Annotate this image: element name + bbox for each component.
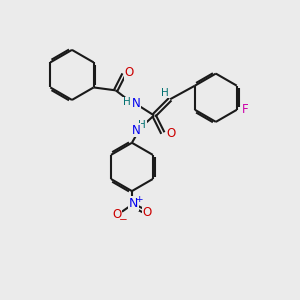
Text: N: N [132, 124, 141, 136]
Text: N: N [129, 197, 138, 210]
Text: O: O [142, 206, 152, 219]
Text: −: − [119, 215, 128, 225]
Text: F: F [242, 103, 248, 116]
Text: O: O [124, 66, 134, 79]
Text: H: H [123, 97, 130, 107]
Text: +: + [135, 195, 142, 204]
Text: O: O [112, 208, 121, 221]
Text: H: H [138, 120, 146, 130]
Text: O: O [167, 127, 176, 140]
Text: N: N [132, 97, 141, 110]
Text: H: H [161, 88, 169, 98]
